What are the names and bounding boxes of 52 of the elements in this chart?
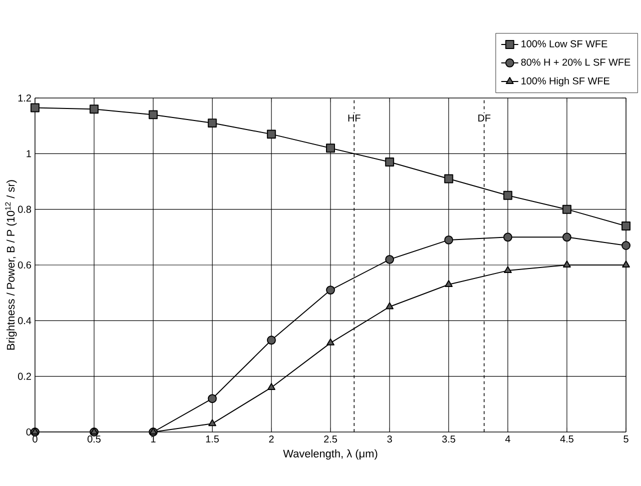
point — [148, 110, 158, 120]
ref-line-label: DF — [478, 114, 490, 122]
y-axis-title: Brightness / Power, B / P (10$^{12}$ / sr) — [5, 180, 17, 350]
point — [90, 428, 98, 434]
point — [266, 336, 276, 345]
point — [444, 235, 454, 244]
x-axis-title: Wavelength, λ (μm) — [283, 449, 378, 460]
x-tick-label: 4 — [505, 436, 510, 442]
x-tick-label: 3 — [387, 436, 392, 443]
point — [444, 174, 454, 184]
y-tick-label: 0.8 — [18, 206, 32, 213]
y-tick-label: 1.2 — [18, 94, 31, 102]
point — [385, 254, 394, 264]
ref-line-label: HF — [348, 114, 360, 122]
point — [504, 266, 512, 274]
point — [385, 158, 394, 166]
point — [503, 190, 512, 200]
x-tick-label: 2 — [269, 436, 274, 442]
point — [208, 394, 217, 404]
x-tick-label: 5 — [624, 436, 628, 442]
point — [208, 118, 217, 128]
legend-label: 100% High SF WFE — [522, 77, 610, 86]
point — [326, 144, 335, 153]
x-tick-label: 2.5 — [324, 436, 338, 443]
point — [562, 260, 571, 268]
point — [326, 286, 335, 295]
x-tick-label: 0.5 — [88, 436, 101, 443]
point — [266, 130, 276, 139]
point — [30, 103, 40, 112]
point — [503, 232, 512, 242]
point — [562, 232, 572, 242]
y-tick-label: 0.6 — [18, 261, 32, 269]
point — [267, 382, 276, 390]
point — [622, 260, 630, 268]
legend-label: 80% H + 20% L SF WFE — [521, 58, 630, 66]
y-tick-label: 0.4 — [18, 317, 32, 324]
point — [622, 241, 630, 250]
x-tick-label: 1.5 — [206, 436, 219, 442]
y-tick-label: 0 — [26, 428, 32, 436]
point — [562, 204, 572, 214]
point — [444, 280, 453, 287]
x-tick-label: 4.5 — [560, 436, 574, 442]
y-tick-label: 0.2 — [18, 372, 31, 380]
point — [622, 222, 630, 231]
point — [326, 338, 334, 346]
x-tick-label: 3.5 — [442, 436, 456, 443]
point — [386, 302, 394, 310]
point — [149, 428, 158, 434]
y-tick-label: 1 — [26, 150, 31, 158]
legend-label: 100% Low SF WFE — [522, 40, 608, 48]
point — [208, 419, 216, 426]
point — [90, 104, 99, 114]
